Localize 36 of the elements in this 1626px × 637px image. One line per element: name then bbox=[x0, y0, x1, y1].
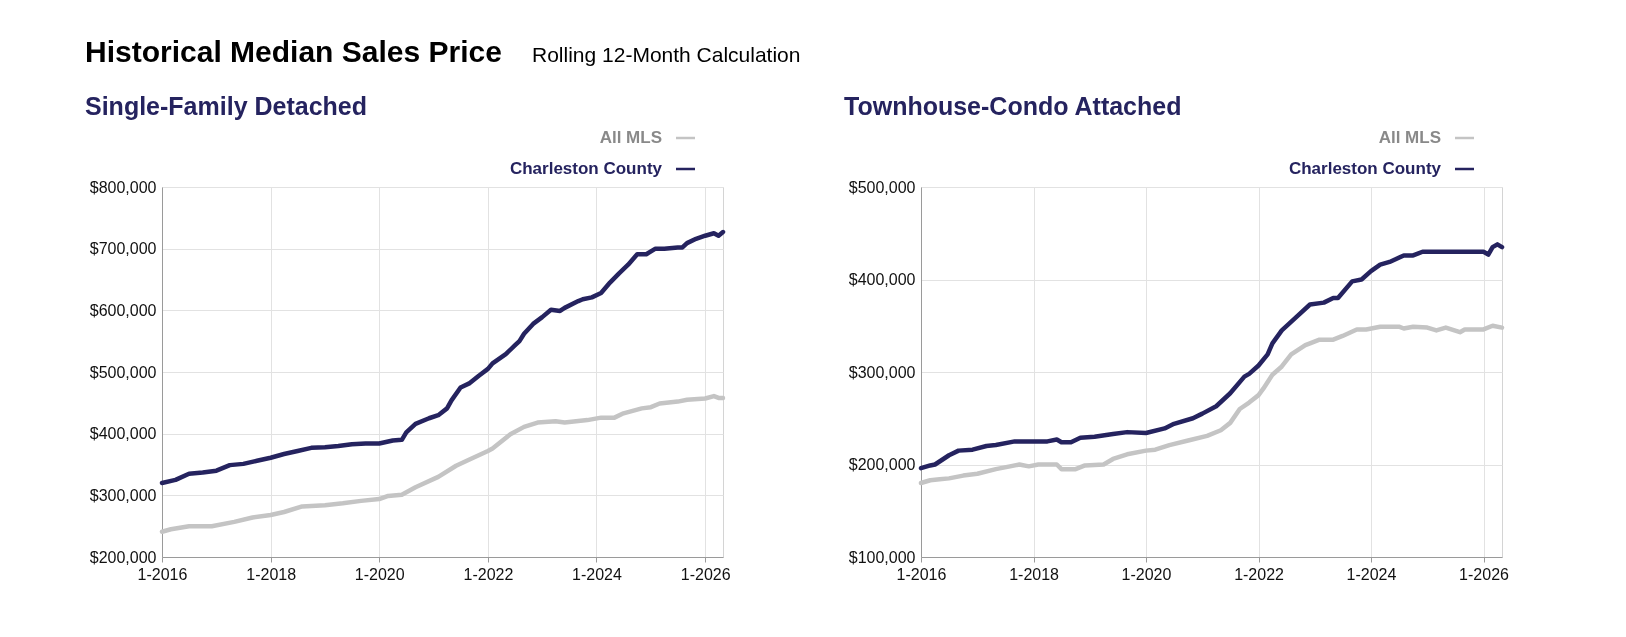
chart-title: Single-Family Detached bbox=[85, 92, 368, 120]
y-tick-label: $300,000 bbox=[848, 363, 916, 381]
x-tick-label: 1-2020 bbox=[354, 565, 405, 583]
legend-label: All MLS bbox=[599, 128, 662, 147]
x-tick-label: 1-2024 bbox=[572, 565, 622, 583]
x-tick-label: 1-2026 bbox=[1459, 565, 1510, 583]
chart-title: Townhouse-Condo Attached bbox=[844, 92, 1182, 120]
x-tick-label: 1-2024 bbox=[1346, 565, 1397, 583]
y-tick-label: $700,000 bbox=[89, 240, 157, 258]
x-tick-label: 1-2020 bbox=[1121, 565, 1172, 583]
line-series bbox=[159, 229, 726, 486]
line-series bbox=[159, 393, 726, 534]
x-tick-label: 1-2022 bbox=[463, 565, 514, 583]
y-tick-label: $600,000 bbox=[89, 301, 157, 319]
x-tick-label: 1-2018 bbox=[246, 565, 297, 583]
legend-label: Charleston County bbox=[509, 159, 663, 178]
y-tick-label: $300,000 bbox=[89, 486, 157, 504]
x-tick-label: 1-2018 bbox=[1009, 565, 1060, 583]
legend-label: Charleston County bbox=[1288, 159, 1442, 178]
y-tick-label: $200,000 bbox=[848, 456, 916, 473]
y-tick-label: $100,000 bbox=[848, 548, 916, 566]
x-tick-label: 1-2022 bbox=[1234, 565, 1285, 583]
y-tick-label: $200,000 bbox=[89, 548, 157, 566]
y-tick-label: $400,000 bbox=[89, 425, 157, 443]
x-tick-label: 1-2016 bbox=[137, 565, 188, 583]
y-tick-label: $500,000 bbox=[848, 178, 916, 196]
text: Historical Median Sales Price bbox=[85, 35, 502, 68]
line-series bbox=[918, 242, 1505, 471]
text: Rolling 12-Month Calculation bbox=[532, 43, 801, 66]
y-tick-label: $500,000 bbox=[89, 363, 157, 381]
line-series bbox=[918, 323, 1505, 486]
y-tick-label: $400,000 bbox=[848, 271, 916, 288]
legend-label: All MLS bbox=[1378, 128, 1441, 147]
x-tick-label: 1-2026 bbox=[680, 565, 731, 583]
x-tick-label: 1-2016 bbox=[896, 565, 947, 583]
y-tick-label: $800,000 bbox=[89, 178, 157, 196]
